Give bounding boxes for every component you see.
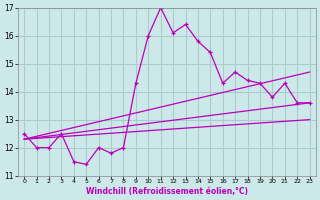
X-axis label: Windchill (Refroidissement éolien,°C): Windchill (Refroidissement éolien,°C) — [86, 187, 248, 196]
